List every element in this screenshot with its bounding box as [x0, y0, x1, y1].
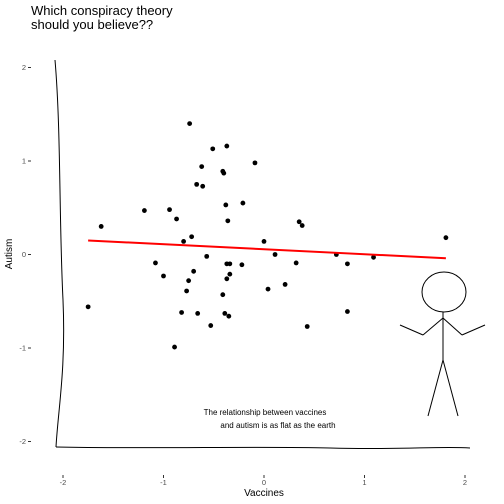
- data-point: [187, 121, 193, 126]
- data-point: [272, 252, 278, 257]
- data-point: [204, 253, 210, 259]
- data-point: [443, 235, 449, 241]
- x-axis-ticks: -2 -1 0 1 2: [60, 475, 467, 487]
- data-point: [186, 278, 192, 284]
- y-axis-ticks: -2 -1 0 1 2: [19, 63, 31, 446]
- data-point: [184, 288, 190, 294]
- y-tick-label: 1: [22, 157, 26, 166]
- data-point: [85, 304, 91, 310]
- data-point: [221, 170, 227, 176]
- y-axis-label: Autism: [4, 239, 15, 270]
- data-point: [199, 164, 205, 170]
- stick-figure-right-arm: [442, 317, 463, 336]
- data-point: [371, 254, 376, 260]
- data-point: [226, 313, 232, 319]
- data-point: [240, 200, 246, 206]
- data-point: [161, 273, 166, 279]
- y-tick-label: 2: [22, 63, 26, 72]
- stick-figure-right-leg: [442, 359, 459, 417]
- data-point: [293, 260, 299, 266]
- chart-title-line-1: Which conspiracy theory: [31, 3, 173, 18]
- data-point: [153, 260, 158, 266]
- data-point: [167, 207, 172, 213]
- data-point: [296, 219, 302, 225]
- data-point: [345, 309, 350, 314]
- data-point: [265, 286, 271, 292]
- data-point: [239, 262, 245, 268]
- chart-title-line-2: should you believe??: [31, 17, 153, 32]
- data-point: [189, 234, 195, 240]
- x-axis-label: Vaccines: [244, 488, 284, 499]
- data-point: [98, 224, 104, 229]
- data-point: [224, 276, 230, 282]
- x-tick-label: 1: [362, 478, 366, 487]
- stick-figure: [399, 271, 486, 417]
- stick-figure-right-hand: [461, 324, 486, 336]
- data-point: [252, 160, 258, 166]
- data-point: [227, 271, 233, 277]
- data-point: [299, 223, 305, 228]
- data-point: [227, 261, 233, 267]
- data-point: [174, 216, 179, 222]
- x-axis-line: [55, 446, 471, 450]
- stick-figure-left-hand: [399, 324, 424, 336]
- data-point: [142, 208, 147, 213]
- data-point: [261, 239, 267, 244]
- x-tick-label: 2: [463, 478, 467, 487]
- x-tick-label: -1: [160, 478, 167, 487]
- stick-figure-left-arm: [422, 317, 444, 336]
- data-point: [200, 183, 206, 189]
- y-tick-label: -2: [19, 437, 26, 446]
- data-point: [282, 282, 288, 287]
- x-tick-label: -2: [60, 478, 67, 487]
- data-point: [172, 344, 177, 350]
- annotation-line-2: and autism is as flat as the earth: [220, 421, 335, 430]
- data-point: [208, 323, 214, 328]
- data-point: [195, 311, 201, 316]
- scatter-points: [85, 121, 449, 350]
- trend-line: [88, 239, 446, 260]
- y-tick-label: 0: [22, 250, 26, 259]
- data-point: [210, 146, 216, 152]
- data-point: [191, 268, 197, 274]
- stick-figure-head: [421, 271, 467, 313]
- y-axis-line: [54, 59, 65, 448]
- data-point: [223, 202, 229, 208]
- annotation-line-1: The relationship between vaccines: [204, 408, 327, 417]
- y-tick-label: -1: [19, 344, 26, 353]
- data-point: [224, 143, 230, 149]
- data-point: [181, 239, 187, 244]
- data-point: [304, 324, 310, 329]
- stick-figure-left-leg: [427, 359, 444, 417]
- data-point: [179, 310, 184, 315]
- data-point: [194, 181, 200, 187]
- data-point: [345, 261, 350, 267]
- data-point: [222, 311, 228, 316]
- data-point: [220, 292, 226, 298]
- data-point: [225, 218, 231, 224]
- x-tick-label: 0: [262, 478, 266, 487]
